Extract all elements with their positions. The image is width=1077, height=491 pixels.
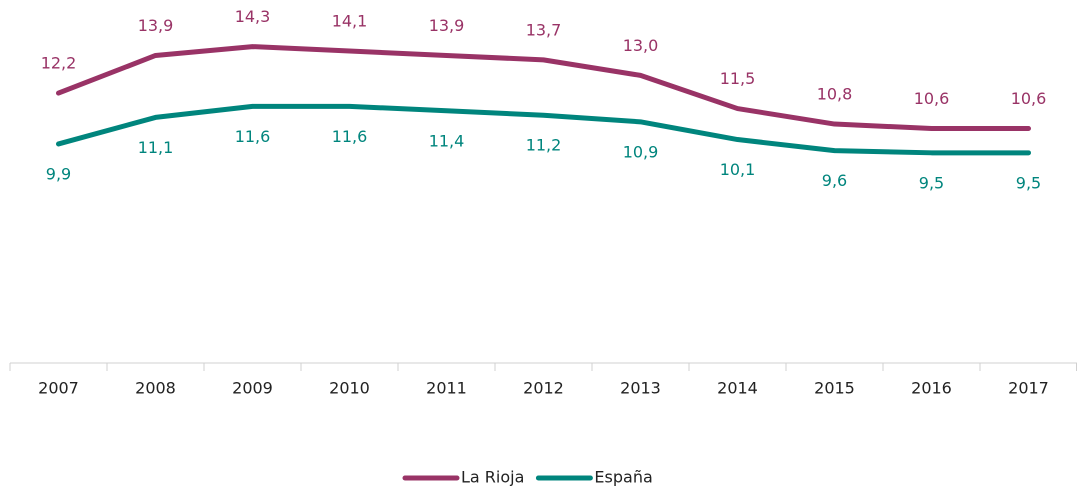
data-label: 12,2 (41, 54, 77, 73)
data-label: 14,3 (235, 7, 271, 26)
data-label: 9,5 (1016, 173, 1041, 192)
data-label: 11,4 (429, 131, 465, 150)
x-tick-label: 2012 (523, 379, 564, 398)
series-line (56, 103, 1031, 156)
x-tick-label: 2013 (620, 379, 661, 398)
data-label: 10,9 (623, 142, 659, 161)
x-tick-label: 2009 (232, 379, 273, 398)
series-line (56, 44, 1031, 131)
data-label: 10,8 (817, 85, 853, 104)
x-tick-label: 2014 (717, 379, 758, 398)
data-label: 11,1 (138, 138, 174, 157)
data-label: 13,9 (429, 16, 465, 35)
legend-label: España (594, 468, 652, 487)
data-label: 11,6 (235, 127, 271, 146)
data-label: 11,5 (720, 69, 756, 88)
legend-label: La Rioja (461, 468, 524, 487)
data-label: 13,9 (138, 16, 174, 35)
x-tick-label: 2015 (814, 379, 855, 398)
x-tick-label: 2007 (38, 379, 79, 398)
data-label: 10,6 (1011, 89, 1047, 108)
data-label: 9,9 (46, 164, 71, 183)
data-label: 14,1 (332, 12, 368, 31)
data-label: 13,7 (526, 20, 562, 39)
data-label: 13,0 (623, 36, 659, 55)
data-label: 11,6 (332, 127, 368, 146)
x-tick-label: 2011 (426, 379, 467, 398)
data-label: 9,6 (822, 171, 847, 190)
data-label: 10,1 (720, 160, 756, 179)
data-label: 9,5 (919, 173, 944, 192)
x-tick-label: 2008 (135, 379, 176, 398)
x-tick-label: 2010 (329, 379, 370, 398)
data-label: 11,2 (526, 136, 562, 155)
data-label: 10,6 (914, 89, 950, 108)
x-tick-label: 2016 (911, 379, 952, 398)
x-tick-label: 2017 (1008, 379, 1049, 398)
